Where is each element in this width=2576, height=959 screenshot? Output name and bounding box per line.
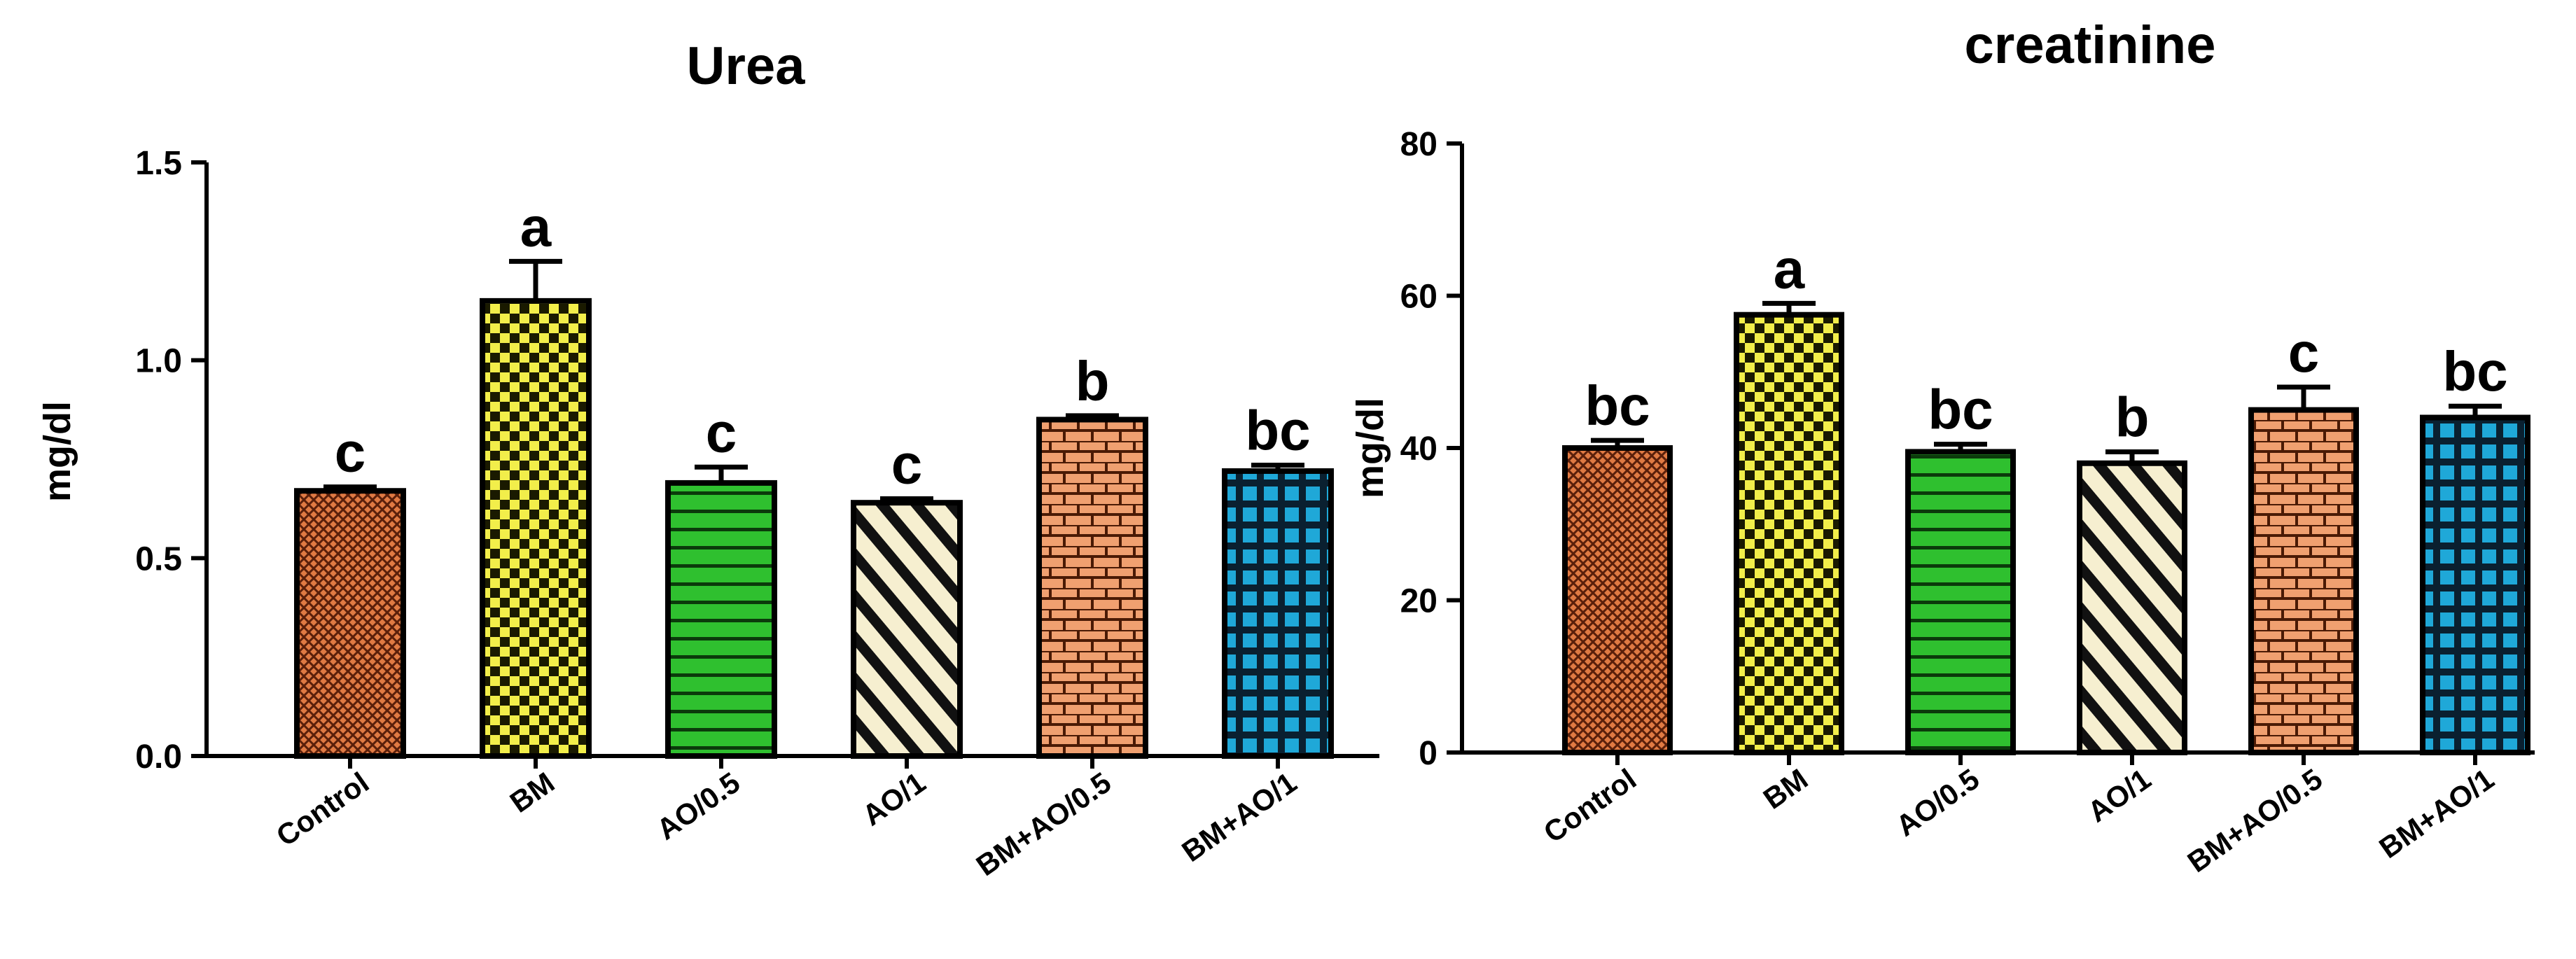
significance-label: bc: [1928, 379, 1993, 441]
significance-label: a: [1774, 237, 1805, 300]
y-axis-label: mg/dl: [36, 401, 78, 502]
significance-label: c: [891, 433, 923, 496]
bar-ao-1: [2077, 460, 2187, 755]
y-tick-label: 0.5: [135, 540, 182, 578]
category-label: Control: [270, 766, 375, 853]
bar-ao-0-5: [665, 479, 777, 759]
bar-bm-ao-1: [1222, 468, 1334, 760]
significance-label: bc: [2442, 340, 2507, 402]
category-label: AO/1: [2082, 762, 2157, 829]
significance-label: b: [1075, 350, 1110, 412]
significance-label: a: [520, 195, 552, 258]
bar-bm-ao-1: [2420, 414, 2530, 755]
significance-label: c: [2288, 321, 2320, 384]
bar-ao-1: [851, 500, 963, 759]
category-label: BM+AO/0.5: [970, 766, 1118, 882]
y-tick-label: 60: [1400, 279, 1437, 316]
significance-label: b: [2115, 386, 2150, 448]
category-label: BM+AO/1: [1176, 766, 1302, 868]
bar-bm: [480, 298, 592, 760]
urea-chart: Urea mg/dl 0.0 0.5 1.0 1.5 c Control a BM c AO/0.…: [36, 36, 1379, 882]
category-label: AO/0.5: [1890, 762, 1985, 843]
significance-label: c: [335, 421, 366, 484]
y-tick-label: 0: [1419, 735, 1437, 772]
significance-label: bc: [1245, 399, 1310, 461]
significance-label: c: [706, 401, 737, 463]
bar-control: [294, 488, 406, 760]
y-tick-label: 40: [1400, 430, 1437, 468]
category-label: Control: [1538, 762, 1642, 849]
bar-bm: [1734, 312, 1844, 755]
category-label: BM: [504, 766, 560, 819]
y-tick-label: 80: [1400, 126, 1437, 163]
bar-bm-ao-0-5: [2248, 407, 2359, 755]
category-label: BM+AO/0.5: [2182, 762, 2329, 878]
bar-ao-0-5: [1905, 449, 2016, 755]
y-tick-label: 20: [1400, 583, 1437, 620]
creatinine-chart: creatinine mg/dl 020406080bcControlaBMbc…: [1349, 15, 2535, 878]
bar-bm-ao-0-5: [1036, 416, 1148, 759]
y-axis-label: mg/dl: [1349, 398, 1391, 498]
category-label: BM+AO/1: [2373, 762, 2500, 864]
y-tick-label: 1.0: [135, 343, 182, 380]
category-label: BM: [1757, 762, 1813, 816]
y-tick-label: 0.0: [135, 738, 182, 776]
significance-label: bc: [1585, 374, 1650, 437]
category-label: AO/0.5: [650, 766, 746, 846]
y-tick-label: 1.5: [135, 145, 182, 182]
chart-title: Urea: [687, 36, 806, 96]
chart-title: creatinine: [1964, 15, 2215, 75]
bar-control: [1562, 445, 1673, 755]
category-label: AO/1: [856, 766, 931, 832]
